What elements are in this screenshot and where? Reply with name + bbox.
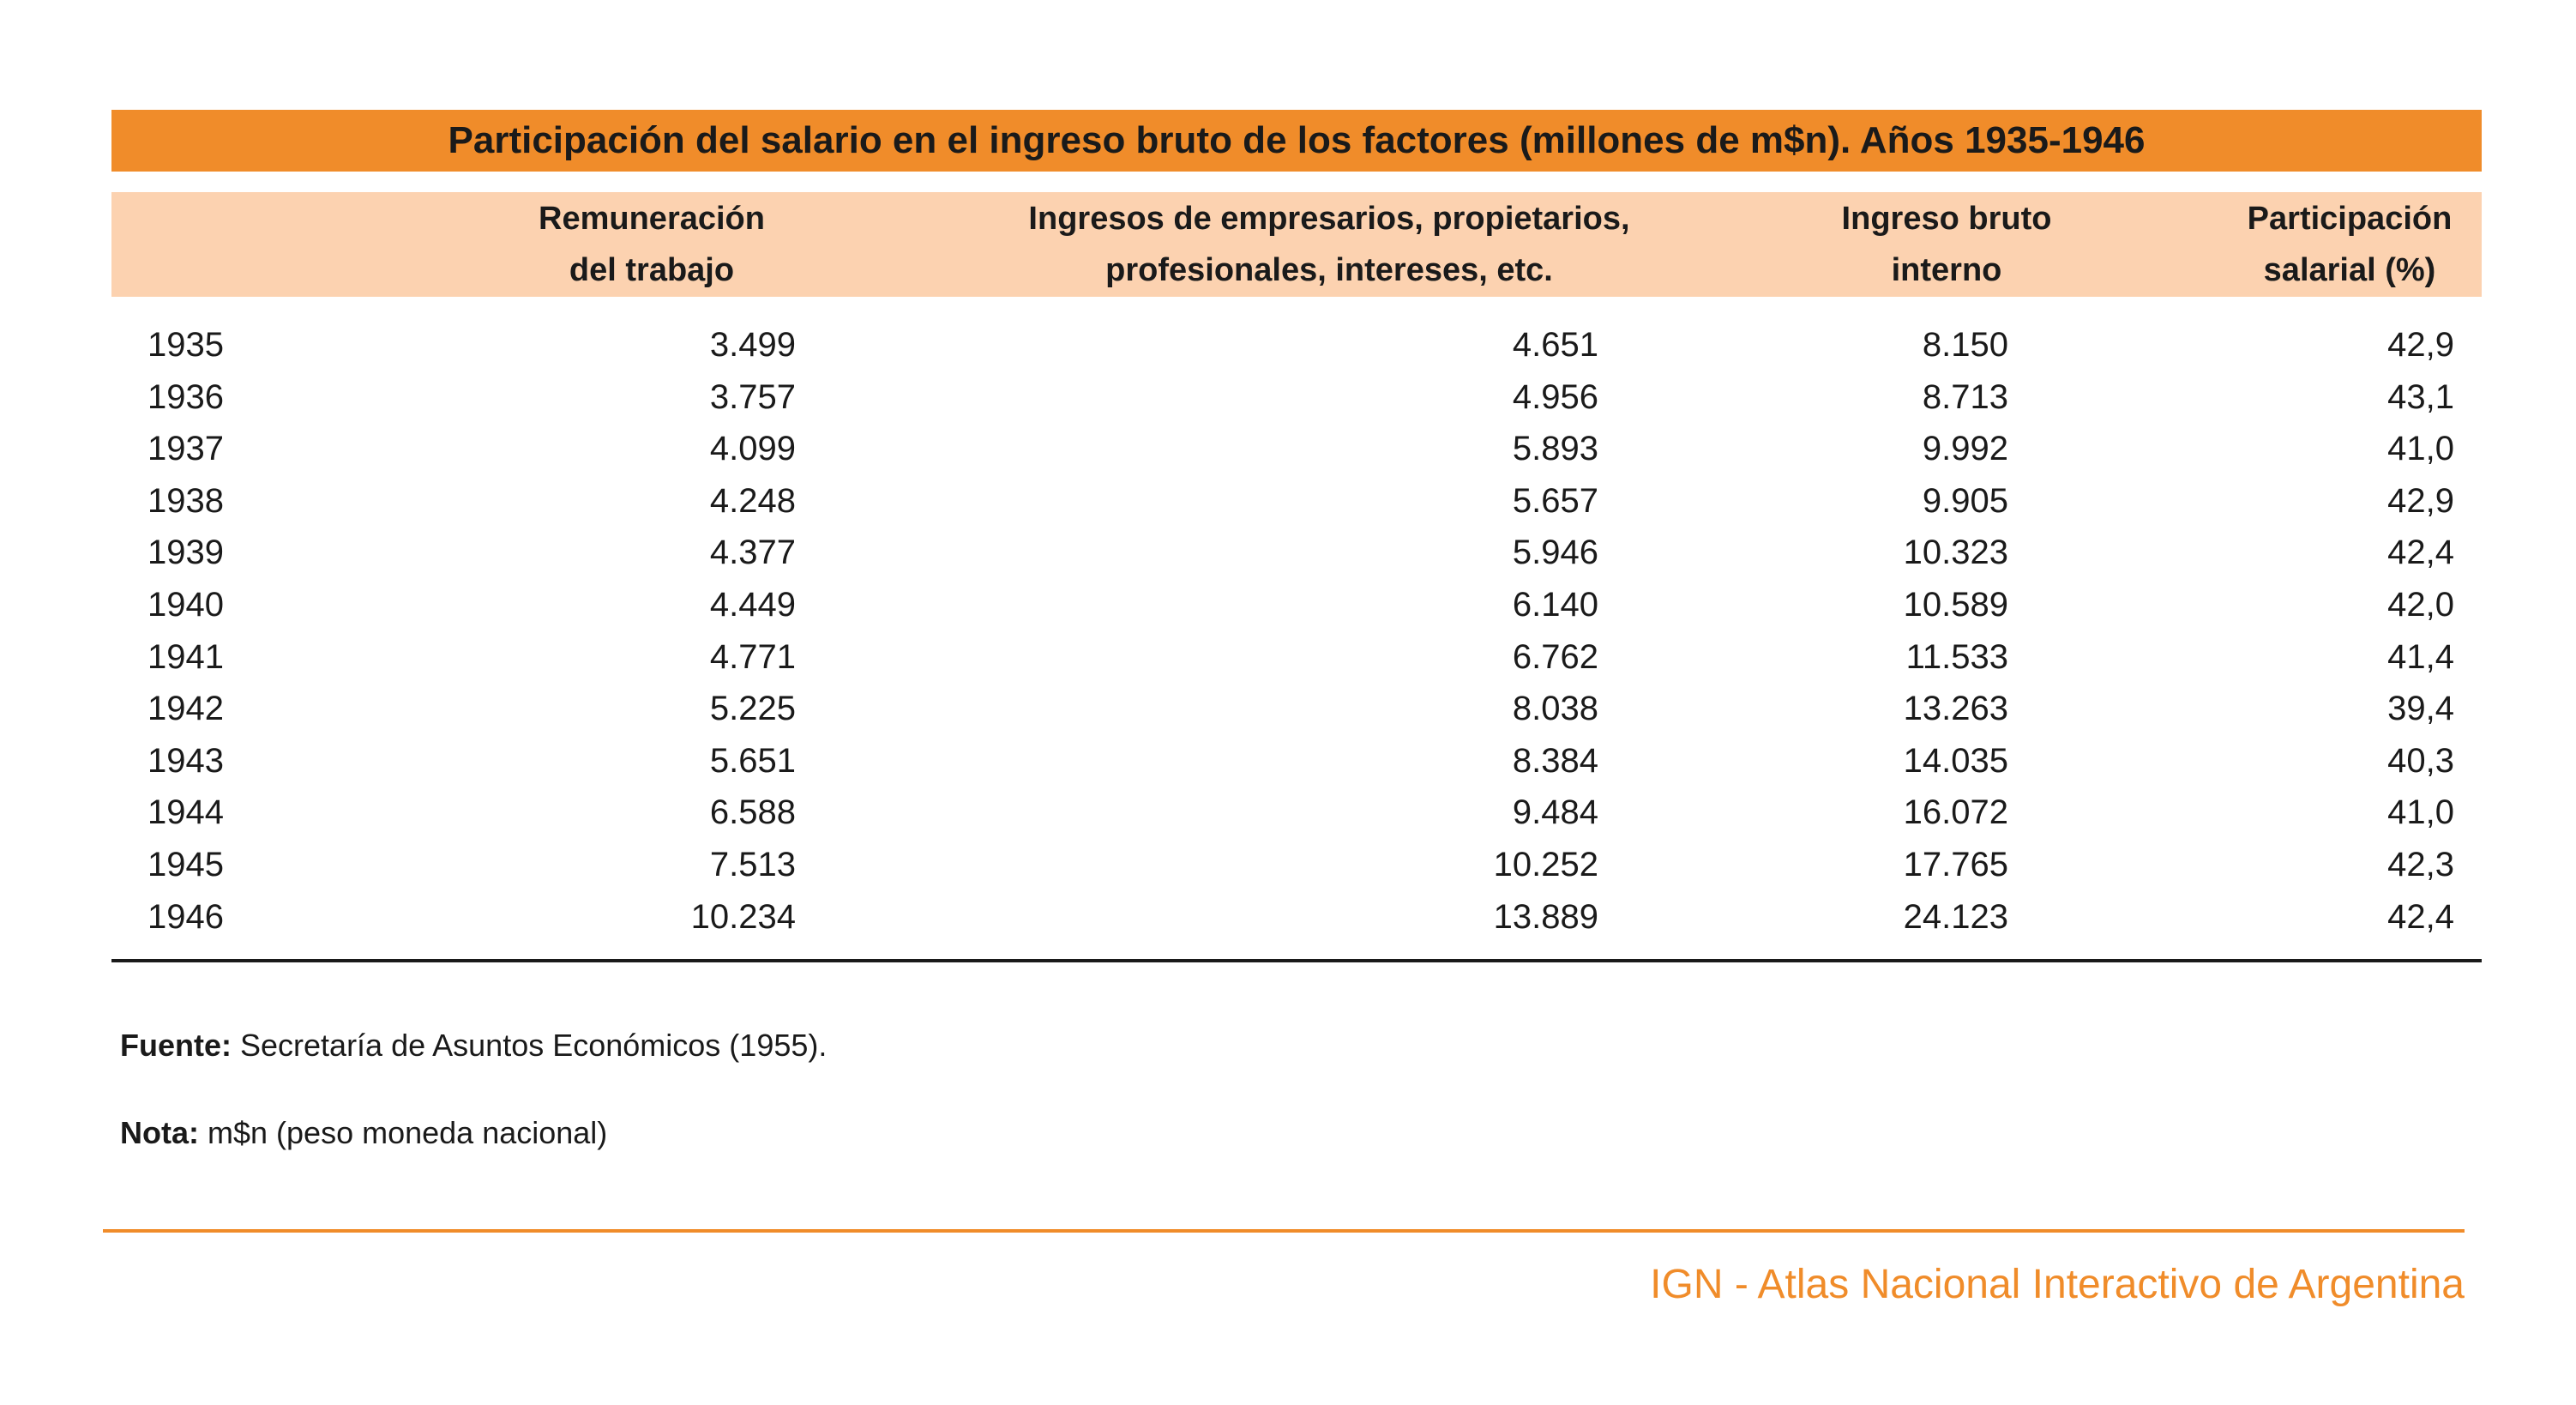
year-cell: 1944 xyxy=(147,793,224,832)
remuneracion-cell: 5.225 xyxy=(709,690,796,728)
header-line: del trabajo xyxy=(569,252,735,288)
remuneracion-cell: 5.651 xyxy=(709,741,796,780)
ingresos-cell: 13.889 xyxy=(1493,897,1598,936)
participacion-cell: 42,9 xyxy=(2387,481,2454,520)
ingresos-cell: 6.762 xyxy=(1512,637,1598,676)
ingreso-bruto-cell: 14.035 xyxy=(1903,741,2008,780)
table-row: 1941 4.771 6.762 11.533 41,4 xyxy=(111,631,2482,684)
participacion-cell: 41,4 xyxy=(2387,637,2454,676)
ingreso-bruto-cell: 24.123 xyxy=(1903,897,2008,936)
remuneracion-cell: 4.099 xyxy=(709,430,796,468)
ingresos-cell: 5.946 xyxy=(1512,534,1598,572)
remuneracion-cell: 4.771 xyxy=(709,637,796,676)
remuneracion-cell: 4.377 xyxy=(709,534,796,572)
year-cell: 1940 xyxy=(147,585,224,624)
header-participacion: Participación salarial (%) xyxy=(2135,192,2564,297)
header-line: interno xyxy=(1891,252,2002,288)
participacion-cell: 43,1 xyxy=(2387,377,2454,416)
header-ingreso-bruto: Ingreso bruto interno xyxy=(1724,192,2170,297)
table-row: 1936 3.757 4.956 8.713 43,1 xyxy=(111,371,2482,424)
header-line: Ingresos de empresarios, propietarios, xyxy=(1028,201,1630,237)
remuneracion-cell: 4.248 xyxy=(709,481,796,520)
table-row: 1935 3.499 4.651 8.150 42,9 xyxy=(111,319,2482,371)
header-line: Remuneración xyxy=(539,201,765,237)
footer-rule xyxy=(103,1229,2465,1233)
ingresos-cell: 4.956 xyxy=(1512,377,1598,416)
remuneracion-cell: 7.513 xyxy=(709,845,796,883)
header-line: salarial (%) xyxy=(2263,252,2436,288)
currency-note: Nota: m$n (peso moneda nacional) xyxy=(120,1115,607,1151)
table-row: 1939 4.377 5.946 10.323 42,4 xyxy=(111,527,2482,579)
ingreso-bruto-cell: 16.072 xyxy=(1903,793,2008,832)
source-label: Fuente: xyxy=(120,1028,232,1063)
year-cell: 1938 xyxy=(147,481,224,520)
ingreso-bruto-cell: 9.905 xyxy=(1922,481,2008,520)
table-row: 1940 4.449 6.140 10.589 42,0 xyxy=(111,579,2482,631)
year-cell: 1937 xyxy=(147,430,224,468)
footer-credit: IGN - Atlas Nacional Interactivo de Arge… xyxy=(1650,1262,2465,1307)
ingresos-cell: 4.651 xyxy=(1512,326,1598,364)
table-row: 1937 4.099 5.893 9.992 41,0 xyxy=(111,423,2482,475)
ingreso-bruto-cell: 8.150 xyxy=(1922,326,2008,364)
ingreso-bruto-cell: 9.992 xyxy=(1922,430,2008,468)
ingresos-cell: 8.038 xyxy=(1512,690,1598,728)
remuneracion-cell: 4.449 xyxy=(709,585,796,624)
remuneracion-cell: 3.499 xyxy=(709,326,796,364)
ingresos-cell: 9.484 xyxy=(1512,793,1598,832)
remuneracion-cell: 10.234 xyxy=(690,897,796,936)
ingreso-bruto-cell: 17.765 xyxy=(1903,845,2008,883)
participacion-cell: 42,3 xyxy=(2387,845,2454,883)
table-row: 1944 6.588 9.484 16.072 41,0 xyxy=(111,787,2482,839)
ingresos-cell: 10.252 xyxy=(1493,845,1598,883)
header-line: Participación xyxy=(2247,201,2453,237)
table-row: 1938 4.248 5.657 9.905 42,9 xyxy=(111,475,2482,528)
ingreso-bruto-cell: 10.323 xyxy=(1903,534,2008,572)
ingresos-cell: 8.384 xyxy=(1512,741,1598,780)
table-title: Participación del salario en el ingreso … xyxy=(448,119,2146,161)
participacion-cell: 39,4 xyxy=(2387,690,2454,728)
remuneracion-cell: 3.757 xyxy=(709,377,796,416)
ingreso-bruto-cell: 10.589 xyxy=(1903,585,2008,624)
table-row: 1946 10.234 13.889 24.123 42,4 xyxy=(111,891,2482,944)
year-cell: 1939 xyxy=(147,534,224,572)
table-header: Remuneración del trabajo Ingresos de emp… xyxy=(111,192,2482,297)
table-title-bar: Participación del salario en el ingreso … xyxy=(111,110,2482,172)
participacion-cell: 41,0 xyxy=(2387,793,2454,832)
year-cell: 1941 xyxy=(147,637,224,676)
remuneracion-cell: 6.588 xyxy=(709,793,796,832)
participacion-cell: 42,0 xyxy=(2387,585,2454,624)
table-body: 1935 3.499 4.651 8.150 42,9 1936 3.757 4.956 8.7… xyxy=(111,319,2482,943)
ingresos-cell: 5.893 xyxy=(1512,430,1598,468)
participacion-cell: 42,9 xyxy=(2387,326,2454,364)
year-cell: 1943 xyxy=(147,741,224,780)
header-line: profesionales, intereses, etc. xyxy=(1105,252,1553,288)
ingreso-bruto-cell: 11.533 xyxy=(1905,637,2008,676)
year-cell: 1936 xyxy=(147,377,224,416)
header-ingresos-empresarios: Ingresos de empresarios, propietarios, p… xyxy=(883,192,1775,297)
header-line: Ingreso bruto xyxy=(1841,201,2052,237)
year-cell: 1935 xyxy=(147,326,224,364)
year-cell: 1945 xyxy=(147,845,224,883)
participacion-cell: 42,4 xyxy=(2387,897,2454,936)
ingresos-cell: 6.140 xyxy=(1512,585,1598,624)
ingresos-cell: 5.657 xyxy=(1512,481,1598,520)
note-text: m$n (peso moneda nacional) xyxy=(199,1115,608,1150)
source-text: Secretaría de Asuntos Económicos (1955). xyxy=(232,1028,828,1063)
table-bottom-rule xyxy=(111,959,2482,962)
participacion-cell: 41,0 xyxy=(2387,430,2454,468)
participacion-cell: 42,4 xyxy=(2387,534,2454,572)
header-remuneracion: Remuneración del trabajo xyxy=(454,192,849,297)
source-note: Fuente: Secretaría de Asuntos Económicos… xyxy=(120,1028,827,1064)
participacion-cell: 40,3 xyxy=(2387,741,2454,780)
note-label: Nota: xyxy=(120,1115,199,1150)
ingreso-bruto-cell: 8.713 xyxy=(1922,377,2008,416)
ingreso-bruto-cell: 13.263 xyxy=(1903,690,2008,728)
year-cell: 1946 xyxy=(147,897,224,936)
table-row: 1945 7.513 10.252 17.765 42,3 xyxy=(111,839,2482,891)
table-row: 1942 5.225 8.038 13.263 39,4 xyxy=(111,683,2482,735)
year-cell: 1942 xyxy=(147,690,224,728)
table-row: 1943 5.651 8.384 14.035 40,3 xyxy=(111,735,2482,787)
